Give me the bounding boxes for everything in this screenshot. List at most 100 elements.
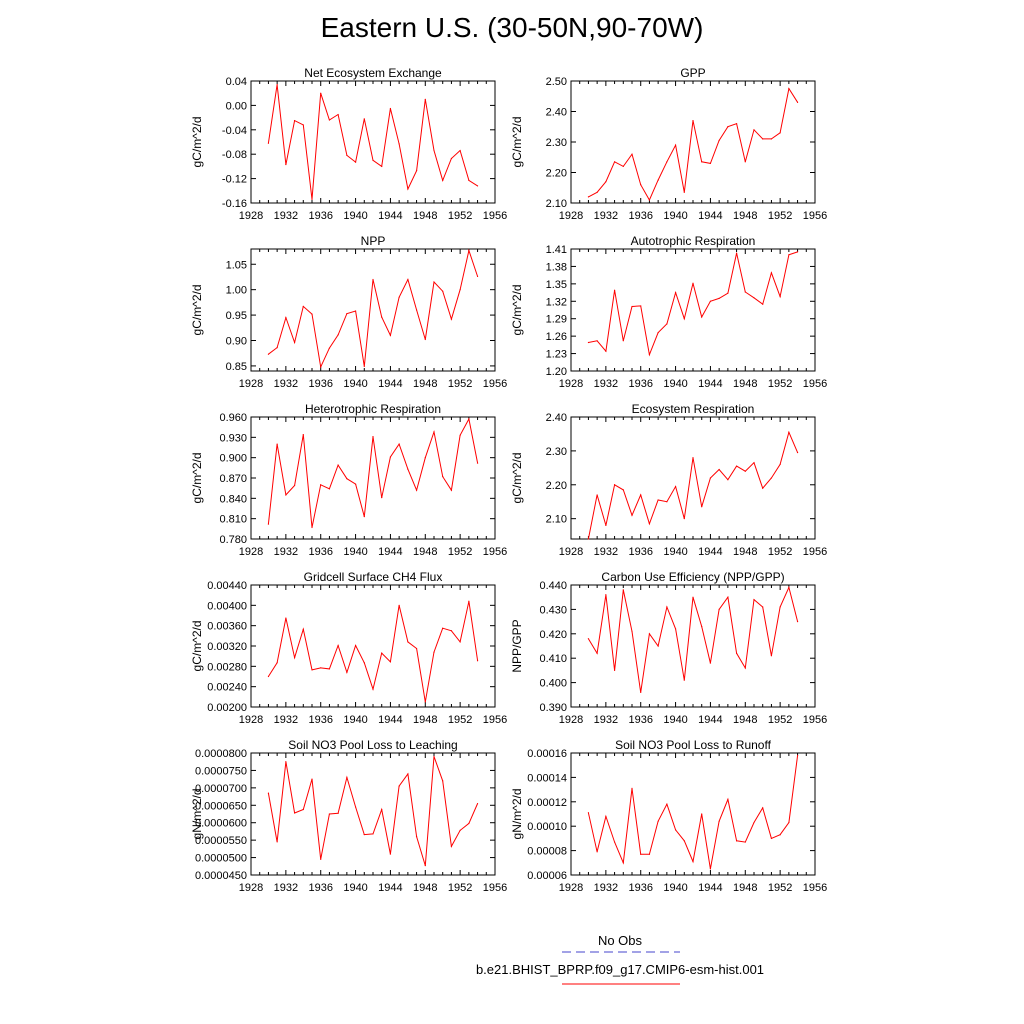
data-point <box>701 316 703 318</box>
y-tick-label: 0.00 <box>226 100 247 112</box>
x-tick-label: 1936 <box>628 546 652 558</box>
y-tick-label: 2.10 <box>546 514 567 526</box>
data-point <box>744 841 746 843</box>
data-point <box>640 494 642 496</box>
y-tick-label: -0.12 <box>222 174 247 186</box>
x-tick-label: 1932 <box>594 378 618 390</box>
y-tick-label: 0.00400 <box>207 600 247 612</box>
data-point <box>666 501 668 503</box>
data-point <box>337 334 339 336</box>
data-point <box>762 606 764 608</box>
x-tick-label: 1956 <box>483 210 507 222</box>
x-tick-label: 1936 <box>628 210 652 222</box>
data-point <box>718 608 720 611</box>
panel-3: Autotrophic Respiration gC/m^2/d 1928 1932 1… <box>510 234 827 390</box>
data-point <box>796 621 799 623</box>
panel-1: GPP gC/m^2/d 1928 1932 1936 1940 1944 1948 1952 1… <box>510 66 827 222</box>
data-point <box>372 278 374 281</box>
data-point <box>276 347 278 349</box>
y-tick-label: 1.00 <box>226 285 247 297</box>
data-point <box>744 161 746 163</box>
data-point <box>709 868 712 870</box>
x-tick-label: 1944 <box>698 210 722 222</box>
y-tick-label: 0.00008 <box>527 846 567 858</box>
series-line <box>268 248 479 369</box>
x-tick-label: 1944 <box>698 378 722 390</box>
data-point <box>683 840 685 842</box>
data-point <box>683 318 685 320</box>
panel-title: Ecosystem Respiration <box>632 402 755 416</box>
series-line <box>587 430 799 540</box>
x-tick-label: 1952 <box>448 378 472 390</box>
panel-0: Net Ecosystem Exchange gC/m^2/d 1928 1932 19… <box>190 66 507 222</box>
x-tick-label: 1940 <box>663 210 687 222</box>
data-point <box>744 470 746 472</box>
data-point <box>442 627 444 629</box>
legend-label-no-obs: No Obs <box>597 933 643 948</box>
x-tick-label: 1928 <box>239 882 263 894</box>
y-tick-label: 0.810 <box>219 514 247 526</box>
panel-8: Soil NO3 Pool Loss to Leaching gN/m^2/d 19… <box>190 738 507 894</box>
y-tick-label: 0.930 <box>219 432 247 444</box>
x-tick-label: 1948 <box>413 882 437 894</box>
plot-frame <box>570 584 816 708</box>
data-point <box>788 821 790 824</box>
data-point <box>267 792 270 794</box>
data-point <box>605 594 607 596</box>
panel-9: Soil NO3 Pool Loss to Runoff gN/m^2/d 1928… <box>510 738 827 894</box>
data-point <box>311 198 313 200</box>
data-point <box>762 303 764 305</box>
y-tick-label: 0.440 <box>539 580 567 592</box>
data-point <box>276 84 278 86</box>
data-point <box>648 199 651 201</box>
data-point <box>788 88 790 90</box>
data-point <box>372 159 374 161</box>
data-point <box>415 170 418 172</box>
series-line <box>588 251 798 357</box>
data-point <box>302 434 304 436</box>
data-point <box>354 310 357 312</box>
data-point <box>459 641 461 643</box>
x-tick-label: 1932 <box>594 210 618 222</box>
x-tick-label: 1928 <box>559 546 583 558</box>
data-point <box>683 679 685 681</box>
x-tick-label: 1932 <box>274 378 298 390</box>
data-point <box>587 638 590 640</box>
y-tick-label: 1.05 <box>226 259 247 271</box>
y-tick-label: 2.10 <box>546 198 567 210</box>
data-point <box>415 489 418 491</box>
data-point <box>779 606 781 608</box>
y-tick-label: 0.0000800 <box>195 748 247 760</box>
data-point <box>596 191 598 193</box>
x-tick-label: 1940 <box>343 714 367 726</box>
data-point <box>727 596 729 598</box>
data-point <box>596 494 598 496</box>
data-point <box>285 761 287 763</box>
data-point <box>389 107 392 110</box>
data-point <box>354 806 357 808</box>
panel-title: Autotrophic Respiration <box>631 234 756 248</box>
x-tick-label: 1948 <box>733 714 757 726</box>
data-point <box>337 644 339 647</box>
data-point <box>640 691 642 693</box>
data-point <box>779 296 781 298</box>
data-point <box>788 586 790 589</box>
data-point <box>468 249 470 252</box>
data-point <box>770 837 773 840</box>
data-point <box>631 514 633 516</box>
x-tick-label: 1928 <box>239 714 263 726</box>
data-point <box>381 808 383 811</box>
data-point <box>674 291 677 294</box>
data-point <box>657 645 659 647</box>
data-point <box>398 604 400 606</box>
x-tick-label: 1956 <box>483 882 507 894</box>
y-tick-label: 0.00010 <box>527 821 567 833</box>
data-point <box>657 820 659 822</box>
y-axis-label: gC/m^2/d <box>190 285 204 336</box>
series-line <box>267 84 478 200</box>
data-point <box>346 312 348 315</box>
data-point <box>442 476 444 478</box>
data-point <box>285 494 287 496</box>
data-point <box>744 291 746 293</box>
x-tick-label: 1948 <box>733 210 757 222</box>
